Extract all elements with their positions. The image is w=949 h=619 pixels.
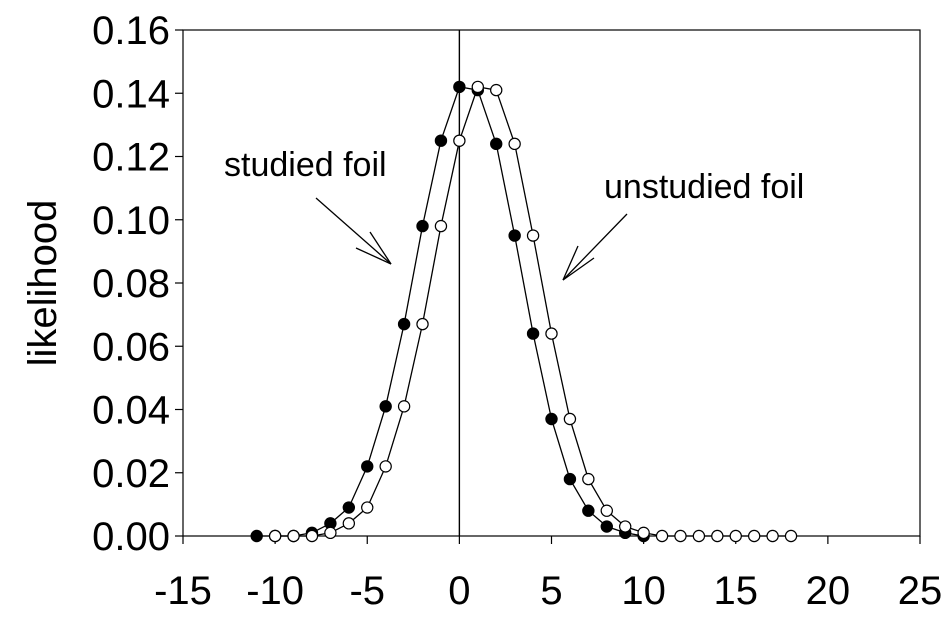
point-studied-foil <box>490 137 503 151</box>
point-unstudied-foil <box>490 83 503 97</box>
point-unstudied-foil <box>619 520 632 533</box>
series-line-studied-foil <box>256 86 644 537</box>
point-unstudied-foil <box>287 529 300 543</box>
point-studied-foil <box>434 134 448 147</box>
y-tick-label: 0.10 <box>92 199 170 243</box>
y-tick-label: 0.14 <box>92 72 170 116</box>
point-unstudied-foil <box>784 529 798 543</box>
y-tick-label: 0.06 <box>92 325 170 369</box>
x-tick-label: 10 <box>621 569 666 613</box>
point-unstudied-foil <box>416 317 429 331</box>
point-unstudied-foil <box>324 526 337 540</box>
point-unstudied-foil <box>526 229 540 242</box>
x-tick-label: 15 <box>714 569 759 613</box>
annotation-unstudied-foil: unstudied foil <box>604 168 804 206</box>
point-studied-foil <box>508 229 521 242</box>
point-unstudied-foil <box>711 529 724 543</box>
point-studied-foil <box>600 520 613 533</box>
y-tick-label: 0.00 <box>92 515 170 559</box>
x-tick-label: 5 <box>540 569 562 613</box>
point-unstudied-foil <box>692 529 706 543</box>
y-tick-label: 0.12 <box>92 136 170 180</box>
point-unstudied-foil <box>342 517 356 530</box>
point-unstudied-foil <box>729 529 742 543</box>
arrow-studied-foil <box>315 197 392 265</box>
y-tick-label: 0.08 <box>92 262 170 306</box>
x-tick-label: -10 <box>246 569 304 613</box>
y-axis-title: likelihood <box>21 200 65 367</box>
annotations: studied foil unstudied foil <box>224 146 804 281</box>
point-studied-foil <box>342 501 356 514</box>
x-tick-label: 20 <box>806 569 851 613</box>
y-tick-label: 0.04 <box>92 389 170 433</box>
point-studied-foil <box>526 327 540 340</box>
x-tick-label: 25 <box>898 569 943 613</box>
point-unstudied-foil <box>361 501 374 514</box>
point-unstudied-foil <box>600 504 613 517</box>
point-unstudied-foil <box>637 526 650 540</box>
point-unstudied-foil <box>563 412 577 426</box>
point-studied-foil <box>250 529 263 543</box>
point-unstudied-foil <box>397 400 411 413</box>
point-unstudied-foil <box>471 80 484 94</box>
point-studied-foil <box>582 504 595 517</box>
point-studied-foil <box>397 317 411 331</box>
x-tick-label: -15 <box>154 569 212 613</box>
point-studied-foil <box>545 412 558 426</box>
axis-tick-labels: -15 -10 -5 0 5 10 15 20 25 0.00 0.02 0.04 0.06 0.08 0.… <box>92 9 942 613</box>
point-studied-foil <box>379 400 392 413</box>
point-studied-foil <box>563 472 577 486</box>
point-unstudied-foil <box>379 460 392 473</box>
annotation-studied-foil: studied foil <box>224 146 387 184</box>
point-unstudied-foil <box>453 134 466 147</box>
point-unstudied-foil <box>508 137 521 151</box>
point-unstudied-foil <box>766 529 779 543</box>
point-studied-foil <box>416 219 429 233</box>
x-tick-label: -5 <box>349 569 385 613</box>
y-tick-label: 0.16 <box>92 9 170 53</box>
point-studied-foil <box>361 460 374 473</box>
arrow-unstudied-foil <box>562 213 628 281</box>
series-points <box>250 80 798 543</box>
point-unstudied-foil <box>434 219 448 233</box>
y-tick-label: 0.02 <box>92 452 170 496</box>
point-unstudied-foil <box>582 472 595 486</box>
axis-ticks <box>175 29 921 544</box>
point-unstudied-foil <box>674 529 687 543</box>
point-studied-foil <box>453 80 466 94</box>
point-unstudied-foil <box>305 529 319 543</box>
point-unstudied-foil <box>747 529 761 543</box>
point-unstudied-foil <box>545 327 558 340</box>
x-tick-label: 0 <box>448 569 470 613</box>
point-unstudied-foil <box>655 529 669 543</box>
point-unstudied-foil <box>268 529 282 543</box>
